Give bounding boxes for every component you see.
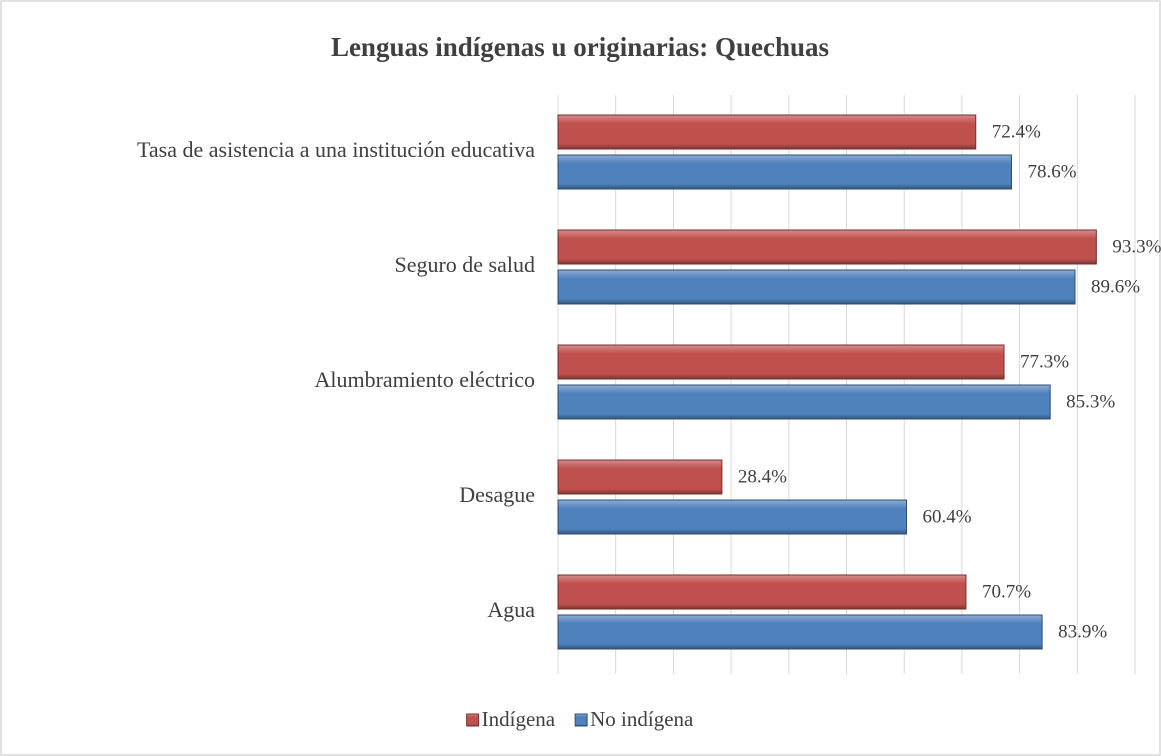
legend-label: Indígena — [482, 707, 556, 731]
category-label: Alumbramiento eléctrico — [314, 367, 535, 392]
bar — [557, 114, 977, 150]
bar — [557, 614, 1043, 650]
bar — [557, 459, 723, 495]
legend-label: No indígena — [590, 707, 694, 731]
value-label: 78.6% — [1028, 161, 1077, 182]
bar — [557, 344, 1005, 380]
bar — [557, 499, 908, 535]
legend-swatch — [574, 713, 588, 727]
chart-title: Lenguas indígenas u originarias: Quechua… — [331, 32, 829, 62]
category-label: Agua — [487, 597, 535, 622]
bar — [557, 229, 1097, 265]
value-label: 85.3% — [1066, 391, 1115, 412]
value-label: 72.4% — [992, 121, 1041, 142]
category-label: Tasa de asistencia a una institución edu… — [137, 137, 535, 162]
value-label: 28.4% — [738, 466, 787, 487]
bar — [557, 269, 1076, 305]
value-label: 83.9% — [1058, 621, 1107, 642]
legend: Indígena No indígena — [466, 707, 694, 731]
value-label: 70.7% — [982, 581, 1031, 602]
value-label: 77.3% — [1020, 351, 1069, 372]
value-label: 93.3% — [1112, 236, 1161, 257]
value-label: 60.4% — [923, 506, 972, 527]
category-label: Desague — [459, 482, 535, 507]
legend-swatch — [466, 713, 480, 727]
category-label: Seguro de salud — [394, 252, 535, 277]
bar — [557, 574, 967, 610]
bar — [557, 154, 1013, 190]
value-label: 89.6% — [1091, 276, 1140, 297]
bar — [557, 384, 1051, 420]
